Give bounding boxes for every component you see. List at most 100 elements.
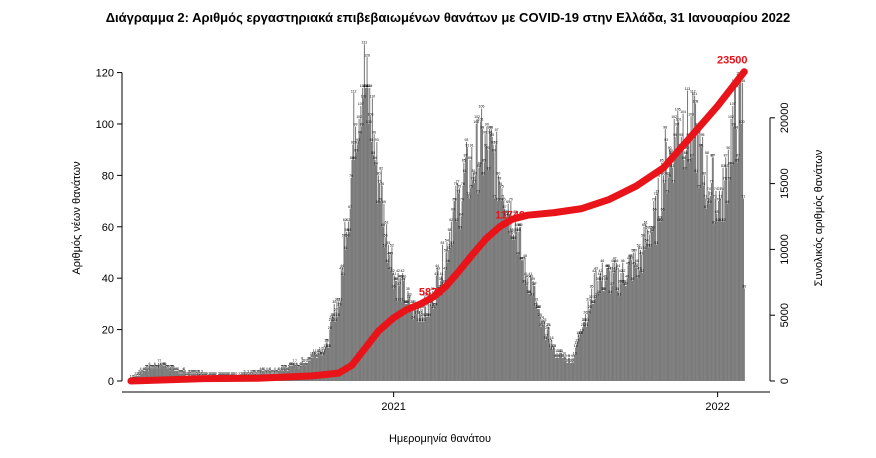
daily-deaths-bar: [382, 226, 384, 381]
y2-axis-label: Συνολικός αριθμός θανάτων: [813, 149, 825, 286]
daily-deaths-bar: [383, 203, 385, 381]
daily-deaths-bar: [513, 234, 515, 381]
daily-deaths-bar: [324, 347, 326, 381]
daily-deaths-bar: [605, 280, 607, 381]
daily-deaths-bar-label: 13: [323, 344, 327, 348]
daily-deaths-bar-label: 10: [320, 351, 324, 355]
daily-deaths-bar-label: 82: [683, 166, 687, 170]
daily-deaths-bar-label: 25: [336, 313, 340, 317]
daily-deaths-bar-label: 4: [175, 367, 177, 371]
daily-deaths-bar-label: 110: [361, 94, 367, 98]
daily-deaths-bar-label: 80: [702, 172, 706, 176]
daily-deaths-bar-label: 59: [651, 226, 655, 230]
daily-deaths-bar: [157, 368, 159, 381]
daily-deaths-bar: [402, 273, 404, 381]
right-y-tick-label: 10000: [779, 234, 791, 265]
daily-deaths-bar-label: 27: [334, 308, 338, 312]
daily-deaths-bar: [425, 306, 427, 381]
daily-deaths-bar-label: 72: [709, 192, 713, 196]
daily-deaths-bar-label: 41: [524, 272, 528, 276]
daily-deaths-bar: [445, 252, 447, 381]
daily-deaths-bar: [172, 368, 174, 381]
daily-deaths-bar: [737, 157, 739, 381]
daily-deaths-bar: [723, 221, 725, 381]
daily-deaths-bar: [427, 296, 429, 381]
daily-deaths-bar-label: 85: [462, 159, 466, 163]
daily-deaths-bar: [363, 98, 365, 381]
daily-deaths-bar: [637, 278, 639, 381]
daily-deaths-bar: [340, 270, 342, 381]
daily-deaths-bar-label: 48: [523, 254, 527, 258]
daily-deaths-bar: [454, 201, 456, 381]
daily-deaths-bar-label: 9: [573, 354, 575, 358]
daily-deaths-bar: [409, 296, 411, 381]
daily-deaths-bar: [342, 275, 344, 381]
daily-deaths-bar: [489, 134, 491, 381]
daily-deaths-bar: [574, 355, 576, 381]
daily-deaths-bar-label: 57: [647, 231, 651, 235]
daily-deaths-bar-label: 31: [395, 298, 399, 302]
daily-deaths-bar-label: 11: [560, 349, 564, 353]
daily-deaths-bar-label: 75: [469, 184, 473, 188]
daily-deaths-bar-label: 9: [568, 354, 570, 358]
daily-deaths-bar: [355, 152, 357, 381]
daily-deaths-bar: [375, 165, 377, 381]
daily-deaths-bar-label: 37: [610, 282, 614, 286]
daily-deaths-bar-label: 59: [649, 226, 653, 230]
daily-deaths-bar: [437, 270, 439, 381]
daily-deaths-bar-label: 91: [699, 143, 703, 147]
daily-deaths-bar-label: 52: [637, 244, 641, 248]
daily-deaths-bar-label: 2: [220, 372, 222, 376]
daily-deaths-bar: [413, 303, 415, 381]
daily-deaths-bar-label: 4: [278, 367, 280, 371]
daily-deaths-bar: [613, 273, 615, 381]
daily-deaths-bar: [682, 113, 684, 381]
daily-deaths-bar: [337, 316, 339, 381]
daily-deaths-bar-label: 58: [650, 228, 654, 232]
daily-deaths-bar-label: 23: [543, 318, 547, 322]
daily-deaths-bar: [524, 257, 526, 381]
daily-deaths-bar: [341, 267, 343, 381]
daily-deaths-bar: [557, 357, 559, 381]
daily-deaths-bar: [441, 275, 443, 381]
daily-deaths-bar: [494, 198, 496, 381]
bar-labels-group: 1 111212232433444555465555565557576566665…: [130, 40, 746, 378]
daily-deaths-bar: [308, 360, 310, 381]
daily-deaths-bar-label: 48: [629, 254, 633, 258]
daily-deaths-bar: [483, 162, 485, 381]
daily-deaths-bar-label: 11: [322, 349, 326, 353]
daily-deaths-bar: [581, 332, 583, 381]
daily-deaths-bar-label: 88: [670, 151, 674, 155]
daily-deaths-bar: [309, 360, 311, 381]
daily-deaths-bar-label: 13: [549, 344, 553, 348]
daily-deaths-bar: [531, 296, 533, 381]
daily-deaths-bar: [378, 175, 380, 381]
daily-deaths-bar: [449, 231, 451, 381]
daily-deaths-bar-label: 91: [470, 143, 474, 147]
daily-deaths-bar: [702, 136, 704, 381]
chart-title: Διάγραμμα 2: Αριθμός εργαστηριακά επιβεβ…: [106, 10, 791, 25]
daily-deaths-bar-label: 34: [527, 290, 531, 294]
daily-deaths-bar: [364, 87, 366, 381]
daily-deaths-bar-label: 2: [243, 372, 245, 376]
daily-deaths-bar: [545, 337, 547, 381]
daily-deaths-bar: [645, 224, 647, 381]
daily-deaths-bar-label: 5: [167, 364, 169, 368]
daily-deaths-bar-label: 30: [404, 300, 408, 304]
daily-deaths-bar: [332, 316, 334, 381]
daily-deaths-bar: [463, 162, 465, 381]
cumulative-deaths-line: [127, 68, 748, 385]
daily-deaths-bar: [701, 147, 703, 381]
daily-deaths-bar-label: 29: [338, 303, 342, 307]
daily-deaths-bar-label: 2: [228, 372, 230, 376]
daily-deaths-bar: [158, 368, 160, 381]
daily-deaths-bar: [173, 370, 175, 381]
daily-deaths-bar: [537, 309, 539, 381]
daily-deaths-bar: [421, 309, 423, 381]
daily-deaths-bar: [567, 363, 569, 381]
daily-deaths-bar-label: 8: [307, 357, 309, 361]
daily-deaths-bar: [596, 296, 598, 381]
daily-deaths-bar: [506, 213, 508, 381]
daily-deaths-bar: [376, 141, 378, 381]
daily-deaths-bar-label: 58: [514, 228, 518, 232]
